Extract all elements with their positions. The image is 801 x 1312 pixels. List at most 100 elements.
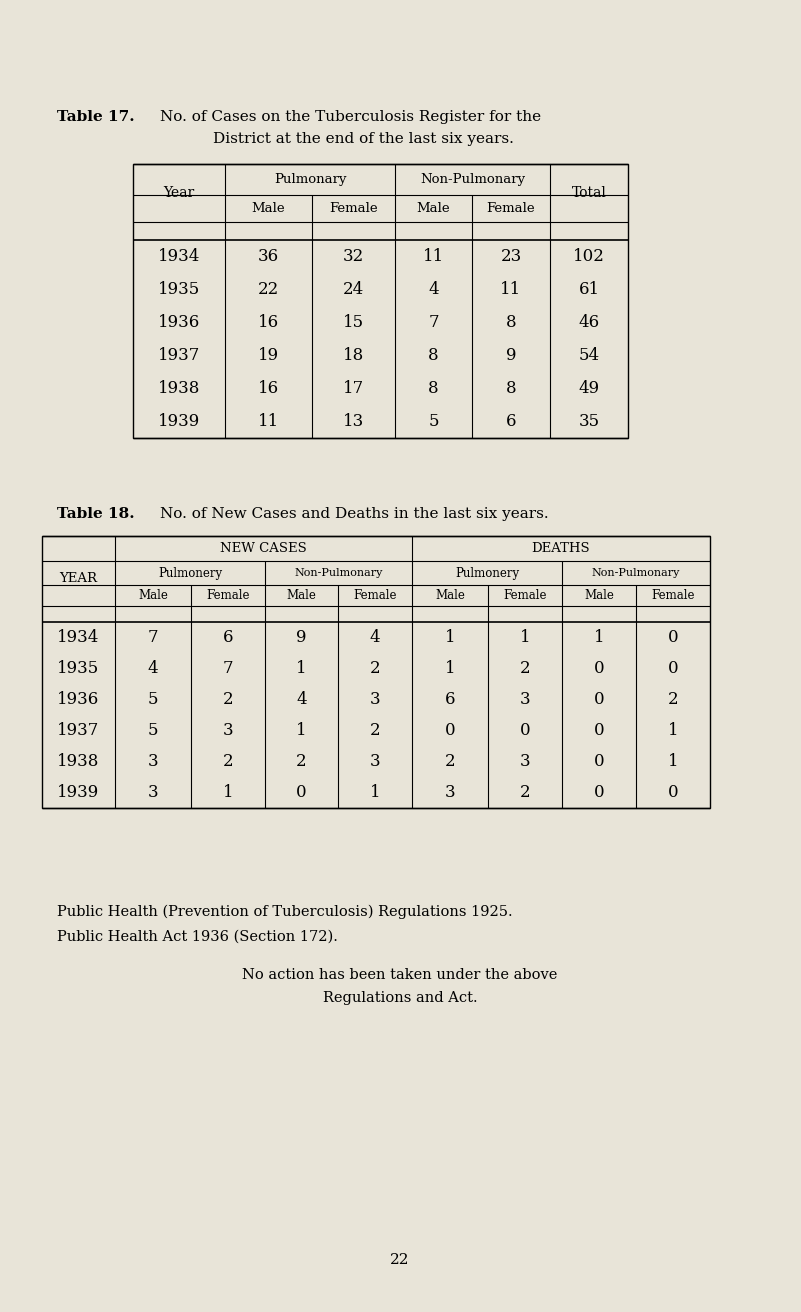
Text: 1936: 1936 (158, 314, 200, 331)
Text: 3: 3 (147, 785, 159, 802)
Text: DEATHS: DEATHS (532, 542, 590, 555)
Text: Male: Male (435, 589, 465, 602)
Text: Female: Female (206, 589, 250, 602)
Text: Female: Female (651, 589, 694, 602)
Text: 7: 7 (223, 660, 233, 677)
Text: 1937: 1937 (58, 722, 99, 739)
Text: 11: 11 (258, 413, 279, 430)
Text: Pulmonery: Pulmonery (455, 567, 519, 580)
Text: 0: 0 (445, 722, 455, 739)
Text: 3: 3 (370, 691, 380, 708)
Text: 102: 102 (573, 248, 605, 265)
Text: 19: 19 (258, 346, 279, 363)
Text: 4: 4 (429, 281, 439, 298)
Text: 54: 54 (578, 346, 600, 363)
Text: 1: 1 (296, 722, 307, 739)
Text: 1: 1 (370, 785, 380, 802)
Text: 2: 2 (223, 691, 233, 708)
Text: No. of Cases on the Tuberculosis Register for the: No. of Cases on the Tuberculosis Registe… (160, 110, 541, 125)
Text: 5: 5 (147, 722, 159, 739)
Text: 1935: 1935 (58, 660, 99, 677)
Text: 1: 1 (445, 660, 455, 677)
Text: 61: 61 (578, 281, 600, 298)
Text: 7: 7 (147, 628, 159, 646)
Text: Male: Male (417, 202, 450, 215)
Text: 9: 9 (296, 628, 307, 646)
Text: 11: 11 (423, 248, 444, 265)
Text: 1935: 1935 (158, 281, 200, 298)
Text: 3: 3 (223, 722, 233, 739)
Text: 2: 2 (370, 660, 380, 677)
Text: 0: 0 (520, 722, 530, 739)
Text: 0: 0 (668, 628, 678, 646)
Text: 2: 2 (668, 691, 678, 708)
Text: 2: 2 (296, 753, 307, 770)
Text: Non-Pulmonary: Non-Pulmonary (420, 173, 525, 186)
Text: 3: 3 (370, 753, 380, 770)
Text: Male: Male (138, 589, 168, 602)
Text: 6: 6 (445, 691, 455, 708)
Text: 0: 0 (668, 785, 678, 802)
Text: 16: 16 (258, 314, 279, 331)
Text: No action has been taken under the above: No action has been taken under the above (243, 968, 557, 981)
Text: 35: 35 (578, 413, 600, 430)
Text: 2: 2 (520, 660, 530, 677)
Text: 1: 1 (520, 628, 530, 646)
Text: 5: 5 (429, 413, 439, 430)
Text: 49: 49 (578, 380, 600, 398)
Text: 6: 6 (505, 413, 517, 430)
Text: Male: Male (252, 202, 285, 215)
Text: Public Health Act 1936 (Section 172).: Public Health Act 1936 (Section 172). (57, 930, 338, 945)
Text: 4: 4 (147, 660, 159, 677)
Text: Total: Total (572, 186, 606, 199)
Text: Table 18.: Table 18. (57, 506, 135, 521)
Text: 1934: 1934 (158, 248, 200, 265)
Text: 1937: 1937 (158, 346, 200, 363)
Text: Female: Female (329, 202, 378, 215)
Text: Table 17.: Table 17. (57, 110, 135, 125)
Text: Public Health (Prevention of Tuberculosis) Regulations 1925.: Public Health (Prevention of Tuberculosi… (57, 905, 513, 920)
Text: 8: 8 (429, 346, 439, 363)
Text: Pulmonary: Pulmonary (274, 173, 346, 186)
Text: YEAR: YEAR (59, 572, 98, 585)
Text: Female: Female (487, 202, 535, 215)
Text: 1938: 1938 (58, 753, 99, 770)
Text: 1: 1 (296, 660, 307, 677)
Text: 1939: 1939 (58, 785, 99, 802)
Bar (133, 164, 628, 438)
Text: 46: 46 (578, 314, 600, 331)
Text: 2: 2 (223, 753, 233, 770)
Text: 0: 0 (594, 660, 604, 677)
Text: 18: 18 (343, 346, 364, 363)
Text: District at the end of the last six years.: District at the end of the last six year… (213, 133, 514, 146)
Text: 1: 1 (668, 722, 678, 739)
Text: 1938: 1938 (158, 380, 200, 398)
Text: 17: 17 (343, 380, 364, 398)
Text: 0: 0 (668, 660, 678, 677)
Text: 4: 4 (296, 691, 307, 708)
Text: Female: Female (503, 589, 547, 602)
Bar (42, 537, 710, 808)
Text: 1: 1 (223, 785, 233, 802)
Text: 3: 3 (445, 785, 455, 802)
Text: 6: 6 (223, 628, 233, 646)
Text: Female: Female (353, 589, 396, 602)
Text: 2: 2 (370, 722, 380, 739)
Text: 1: 1 (445, 628, 455, 646)
Text: 8: 8 (505, 380, 517, 398)
Text: 8: 8 (505, 314, 517, 331)
Text: 8: 8 (429, 380, 439, 398)
Text: 4: 4 (370, 628, 380, 646)
Text: 22: 22 (258, 281, 279, 298)
Text: 1: 1 (594, 628, 604, 646)
Text: 13: 13 (343, 413, 364, 430)
Text: Male: Male (287, 589, 316, 602)
Text: 1936: 1936 (58, 691, 99, 708)
Text: 22: 22 (390, 1253, 410, 1267)
Text: 5: 5 (147, 691, 159, 708)
Text: 0: 0 (594, 753, 604, 770)
Text: 2: 2 (520, 785, 530, 802)
Text: 24: 24 (343, 281, 364, 298)
Text: NEW CASES: NEW CASES (220, 542, 307, 555)
Text: 3: 3 (520, 753, 530, 770)
